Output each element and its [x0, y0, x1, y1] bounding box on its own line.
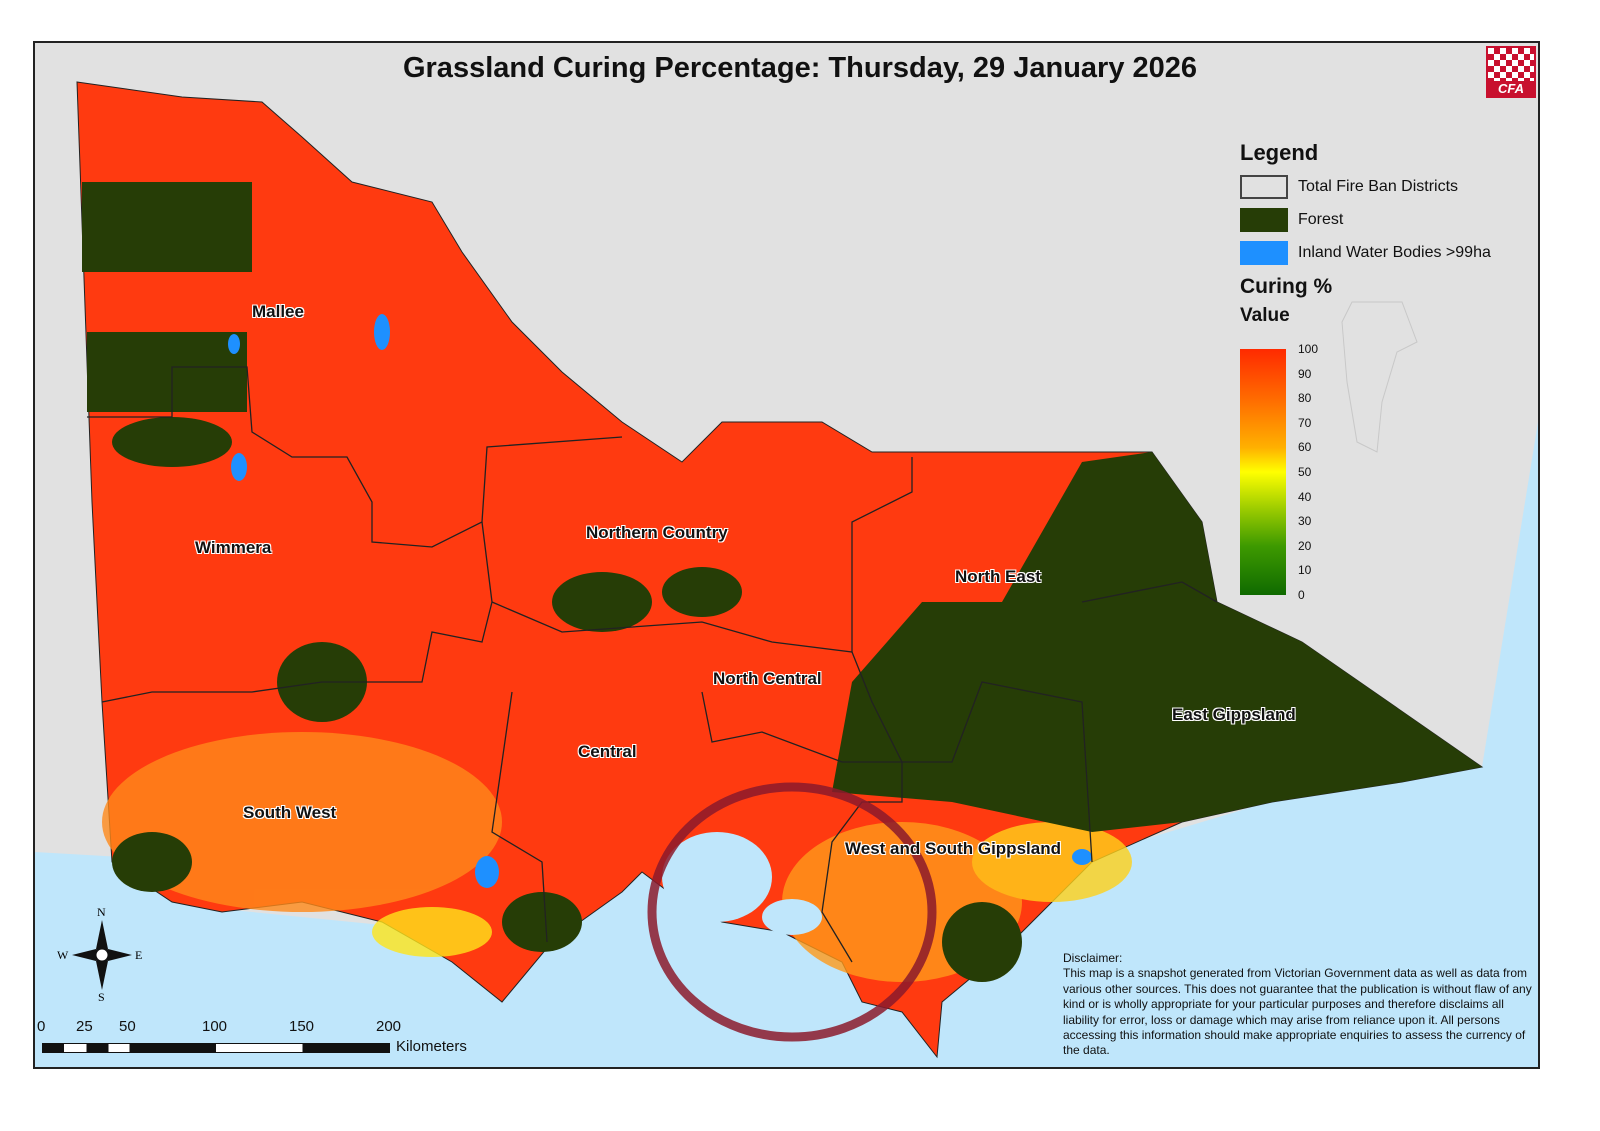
curing-heading: Curing % — [1240, 275, 1333, 298]
district-swatch — [1240, 175, 1288, 199]
annotation-circle — [647, 782, 937, 1042]
curing-color-ramp — [1240, 349, 1286, 595]
compass-w: W — [57, 948, 69, 962]
district-label-north-central: North Central — [713, 669, 822, 688]
legend-label: Inland Water Bodies >99ha — [1298, 244, 1491, 261]
ocean — [35, 422, 1538, 1067]
scale-tick: 200 — [376, 1018, 402, 1035]
compass-e: E — [135, 948, 143, 962]
scale-tick: 100 — [202, 1018, 228, 1035]
ramp-tick-label: 70 — [1298, 415, 1312, 430]
legend-item-districts: Total Fire Ban Districts — [1240, 175, 1491, 199]
map-title: Grassland Curing Percentage: Thursday, 2… — [402, 52, 1198, 84]
forest-swatch — [1240, 208, 1288, 232]
district-label-south-west: South West — [243, 803, 337, 822]
district-label-central: Central — [578, 742, 637, 761]
victoria-map — [35, 81, 1538, 1067]
ramp-tick-label: 10 — [1298, 563, 1312, 578]
compass-s: S — [98, 990, 105, 1004]
legend-item-forest: Forest — [1240, 208, 1491, 232]
ramp-tick-label: 50 — [1298, 465, 1312, 479]
district-label-mallee: Mallee — [252, 302, 304, 321]
legend-label: Forest — [1298, 211, 1344, 228]
scale-tick: 25 — [76, 1018, 93, 1035]
legend: Legend Total Fire Ban Districts Forest I… — [1240, 140, 1491, 327]
westernport-bay — [762, 899, 822, 935]
scale-tick: 150 — [289, 1018, 315, 1035]
ramp-tick-label: 60 — [1298, 440, 1312, 455]
ramp-tick-label: 0 — [1298, 588, 1305, 602]
cfa-logo: CFA — [1486, 46, 1536, 98]
forest-areas — [82, 182, 1482, 982]
water-swatch — [1240, 241, 1288, 265]
scale-tick: 50 — [119, 1018, 136, 1035]
legend-label: Total Fire Ban Districts — [1298, 178, 1459, 195]
ramp-tick-label: 20 — [1298, 538, 1312, 553]
ramp-tick-label: 40 — [1298, 489, 1312, 504]
scale-tick: 0 — [37, 1018, 46, 1035]
scale-bar-graphic — [42, 1043, 390, 1053]
legend-item-water: Inland Water Bodies >99ha — [1240, 241, 1491, 265]
port-phillip-bay — [662, 832, 772, 922]
ramp-tick-label: 30 — [1298, 514, 1312, 529]
district-label-west-south-gippsland: West and South Gippsland — [845, 839, 1061, 858]
district-label-wimmera: Wimmera — [195, 538, 272, 557]
nsw-outline — [1341, 301, 1418, 453]
disclaimer-text: This map is a snapshot generated from Vi… — [1063, 966, 1532, 1058]
scale-unit: Kilometers — [396, 1038, 467, 1055]
compass-rose: N S E W — [55, 905, 150, 1005]
compass-n: N — [97, 905, 106, 919]
disclaimer-heading: Disclaimer: — [1063, 951, 1123, 965]
district-label-north-east: North East — [955, 567, 1041, 586]
disclaimer: Disclaimer: This map is a snapshot gener… — [1063, 951, 1533, 1059]
value-heading: Value — [1240, 305, 1290, 326]
compass-icon — [72, 920, 132, 990]
legend-heading: Legend — [1240, 140, 1319, 165]
inland-water-bodies — [228, 314, 1092, 888]
fire-ban-district-boundaries — [87, 366, 1218, 963]
map-frame — [33, 41, 1540, 1069]
district-label-east-gippsland: East Gippsland — [1172, 705, 1296, 724]
ramp-tick-label: 90 — [1298, 366, 1312, 381]
district-label-northern-country: Northern Country — [586, 523, 728, 542]
ramp-tick-label: 100 — [1298, 342, 1319, 356]
ramp-tick-label: 80 — [1298, 391, 1312, 406]
